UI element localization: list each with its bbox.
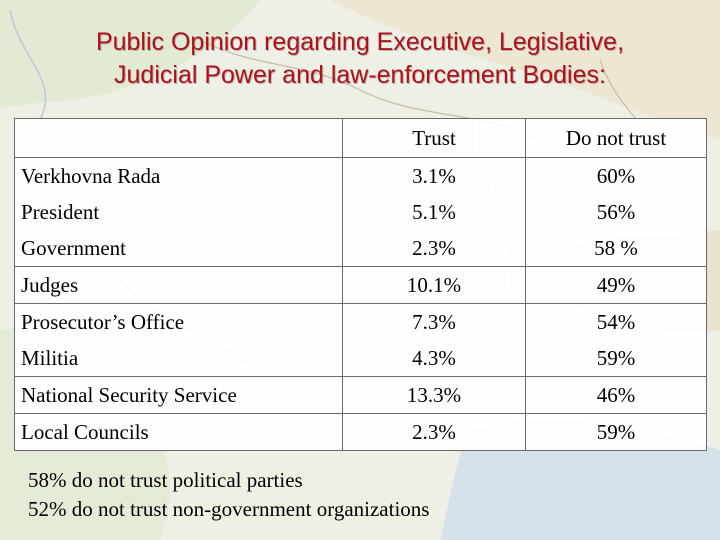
row-name: Prosecutor’s Office (14, 303, 343, 340)
table-row: Prosecutor’s Office 7.3% 54% (14, 303, 707, 340)
row-do-not-trust: 59% (525, 340, 707, 377)
row-name: Local Councils (14, 413, 343, 451)
title-line-1: Public Opinion regarding Executive, Legi… (95, 28, 625, 56)
row-trust: 3.1% (342, 157, 526, 194)
page-title: Public Opinion regarding Executive, Legi… (0, 26, 720, 92)
trust-table-container: Trust Do not trust Verkhovna Rada 3.1% 6… (14, 118, 707, 451)
trust-table: Trust Do not trust Verkhovna Rada 3.1% 6… (14, 118, 707, 451)
row-name: National Security Service (14, 376, 343, 414)
row-name: Government (14, 230, 343, 267)
table-row: Government 2.3% 58 % (14, 230, 707, 267)
row-do-not-trust: 58 % (525, 230, 707, 267)
row-do-not-trust: 46% (525, 376, 707, 414)
row-name: Judges (14, 266, 343, 304)
row-do-not-trust: 49% (525, 266, 707, 304)
header-do-not-trust: Do not trust (525, 118, 707, 158)
table-header-row: Trust Do not trust (14, 118, 707, 158)
row-do-not-trust: 56% (525, 194, 707, 230)
row-trust: 7.3% (342, 303, 526, 340)
header-trust: Trust (342, 118, 526, 158)
row-trust: 2.3% (342, 413, 526, 451)
row-name: Militia (14, 340, 343, 377)
note-political-parties: 58% do not trust political parties (28, 468, 303, 492)
table-row: Militia 4.3% 59% (14, 340, 707, 377)
row-do-not-trust: 59% (525, 413, 707, 451)
footnotes: 58% do not trust political parties 52% d… (28, 466, 429, 524)
row-trust: 10.1% (342, 266, 526, 304)
table-row: President 5.1% 56% (14, 194, 707, 230)
row-trust: 13.3% (342, 376, 526, 414)
row-do-not-trust: 54% (525, 303, 707, 340)
table-row: Local Councils 2.3% 59% (14, 413, 707, 451)
row-name: Verkhovna Rada (14, 157, 343, 194)
header-corner-cell (14, 118, 343, 158)
row-trust: 4.3% (342, 340, 526, 377)
row-do-not-trust: 60% (525, 157, 707, 194)
note-ngos: 52% do not trust non-government organiza… (28, 497, 430, 521)
title-line-2: Judicial Power and law-enforcement Bodie… (114, 61, 606, 89)
row-trust: 2.3% (342, 230, 526, 267)
table-row: National Security Service 13.3% 46% (14, 376, 707, 414)
table-row: Judges 10.1% 49% (14, 266, 707, 304)
row-trust: 5.1% (342, 194, 526, 230)
table-row: Verkhovna Rada 3.1% 60% (14, 157, 707, 194)
row-name: President (14, 194, 343, 230)
